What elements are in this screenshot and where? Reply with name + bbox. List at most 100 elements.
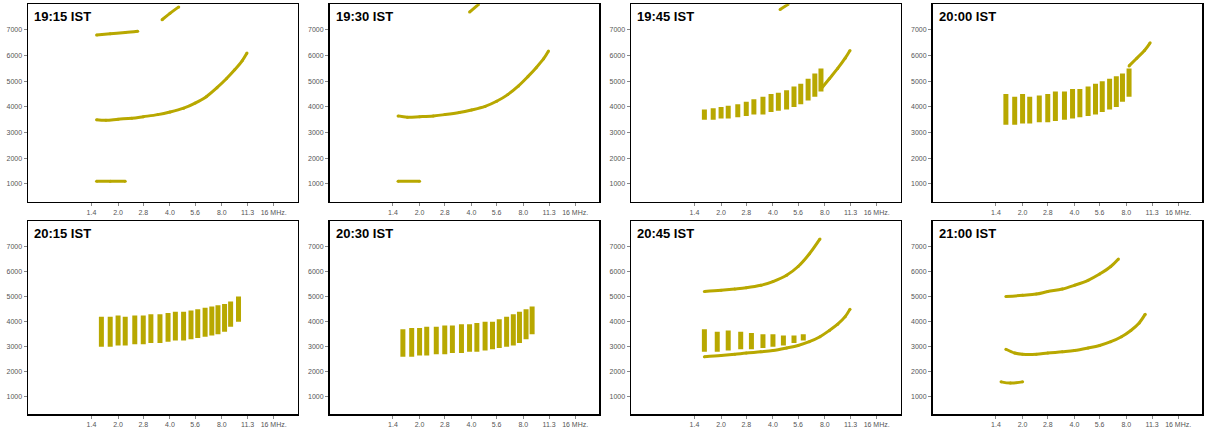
svg-text:2.8: 2.8 <box>741 209 751 216</box>
svg-text:4.0: 4.0 <box>1070 421 1080 428</box>
svg-text:16 MHz.: 16 MHz. <box>864 209 890 216</box>
svg-text:4.0: 4.0 <box>467 209 477 216</box>
svg-text:8.0: 8.0 <box>1121 421 1131 428</box>
svg-text:5.6: 5.6 <box>190 209 200 216</box>
svg-text:1.4: 1.4 <box>690 421 700 428</box>
svg-text:5.6: 5.6 <box>492 421 502 428</box>
svg-text:7000: 7000 <box>610 243 626 250</box>
svg-text:2000: 2000 <box>308 368 324 375</box>
svg-text:2000: 2000 <box>7 368 23 375</box>
svg-text:2.8: 2.8 <box>138 421 148 428</box>
svg-text:7000: 7000 <box>308 26 324 33</box>
svg-text:1.4: 1.4 <box>991 209 1001 216</box>
svg-text:1000: 1000 <box>911 180 927 187</box>
svg-text:1000: 1000 <box>610 393 626 400</box>
svg-text:5000: 5000 <box>308 78 324 85</box>
svg-text:16 MHz.: 16 MHz. <box>562 421 588 428</box>
svg-text:5000: 5000 <box>911 78 927 85</box>
svg-text:2000: 2000 <box>911 368 927 375</box>
svg-text:11.3: 11.3 <box>1146 209 1159 216</box>
svg-text:5.6: 5.6 <box>492 209 502 216</box>
svg-text:5000: 5000 <box>911 293 927 300</box>
svg-text:2.0: 2.0 <box>716 421 726 428</box>
svg-text:7000: 7000 <box>308 243 324 250</box>
svg-text:5000: 5000 <box>610 293 626 300</box>
svg-text:20:15 IST: 20:15 IST <box>34 226 91 241</box>
svg-text:1000: 1000 <box>7 393 23 400</box>
svg-text:8.0: 8.0 <box>820 421 830 428</box>
svg-text:1000: 1000 <box>7 180 23 187</box>
svg-text:4.0: 4.0 <box>165 421 175 428</box>
svg-text:19:45 IST: 19:45 IST <box>637 9 694 24</box>
svg-text:2.8: 2.8 <box>138 209 148 216</box>
svg-text:6000: 6000 <box>610 268 626 275</box>
svg-text:7000: 7000 <box>610 26 626 33</box>
svg-text:3000: 3000 <box>7 343 23 350</box>
svg-text:11.3: 11.3 <box>844 209 857 216</box>
svg-text:2.0: 2.0 <box>113 421 123 428</box>
svg-text:8.0: 8.0 <box>518 209 528 216</box>
svg-text:3000: 3000 <box>610 343 626 350</box>
svg-text:3000: 3000 <box>911 129 927 136</box>
svg-text:2.8: 2.8 <box>741 421 751 428</box>
svg-text:8.0: 8.0 <box>518 421 528 428</box>
svg-text:6000: 6000 <box>7 268 23 275</box>
svg-text:2.0: 2.0 <box>1018 209 1028 216</box>
svg-text:1000: 1000 <box>308 393 324 400</box>
svg-text:4.0: 4.0 <box>165 209 175 216</box>
svg-text:4.0: 4.0 <box>467 421 477 428</box>
svg-text:5000: 5000 <box>7 78 23 85</box>
svg-text:8.0: 8.0 <box>217 209 227 216</box>
svg-text:11.3: 11.3 <box>241 209 254 216</box>
svg-text:6000: 6000 <box>7 52 23 59</box>
svg-text:2.0: 2.0 <box>415 421 425 428</box>
svg-text:2000: 2000 <box>610 155 626 162</box>
svg-text:6000: 6000 <box>911 52 927 59</box>
svg-text:7000: 7000 <box>911 243 927 250</box>
svg-text:2000: 2000 <box>7 155 23 162</box>
svg-text:4.0: 4.0 <box>768 421 778 428</box>
svg-text:1.4: 1.4 <box>87 421 97 428</box>
svg-text:1.4: 1.4 <box>388 209 398 216</box>
svg-text:19:15 IST: 19:15 IST <box>34 9 91 24</box>
svg-text:4.0: 4.0 <box>768 209 778 216</box>
svg-text:2.0: 2.0 <box>1018 421 1028 428</box>
svg-text:16 MHz.: 16 MHz. <box>1165 209 1191 216</box>
svg-text:2000: 2000 <box>911 155 927 162</box>
svg-text:11.3: 11.3 <box>241 421 254 428</box>
svg-text:6000: 6000 <box>610 52 626 59</box>
svg-text:5000: 5000 <box>610 78 626 85</box>
svg-text:1000: 1000 <box>911 393 927 400</box>
svg-text:5000: 5000 <box>308 293 324 300</box>
svg-text:2000: 2000 <box>308 155 324 162</box>
svg-text:20:00 IST: 20:00 IST <box>939 9 996 24</box>
svg-text:21:00 IST: 21:00 IST <box>939 226 996 241</box>
svg-text:1000: 1000 <box>308 180 324 187</box>
svg-text:2.0: 2.0 <box>113 209 123 216</box>
svg-text:1000: 1000 <box>610 180 626 187</box>
svg-text:5.6: 5.6 <box>190 421 200 428</box>
svg-text:2.8: 2.8 <box>440 209 450 216</box>
svg-text:4000: 4000 <box>7 318 23 325</box>
svg-text:4000: 4000 <box>610 318 626 325</box>
svg-text:3000: 3000 <box>911 343 927 350</box>
svg-text:4000: 4000 <box>7 103 23 110</box>
svg-text:6000: 6000 <box>308 268 324 275</box>
svg-text:16 MHz.: 16 MHz. <box>261 209 287 216</box>
svg-text:3000: 3000 <box>7 129 23 136</box>
svg-text:2.0: 2.0 <box>716 209 726 216</box>
svg-text:4000: 4000 <box>911 103 927 110</box>
svg-text:19:30 IST: 19:30 IST <box>336 9 393 24</box>
svg-text:11.3: 11.3 <box>844 421 857 428</box>
svg-text:2000: 2000 <box>610 368 626 375</box>
svg-text:2.0: 2.0 <box>415 209 425 216</box>
svg-text:8.0: 8.0 <box>820 209 830 216</box>
svg-text:4000: 4000 <box>610 103 626 110</box>
svg-text:1.4: 1.4 <box>991 421 1001 428</box>
svg-text:5000: 5000 <box>7 293 23 300</box>
svg-text:2.8: 2.8 <box>440 421 450 428</box>
svg-text:3000: 3000 <box>308 129 324 136</box>
svg-text:7000: 7000 <box>911 26 927 33</box>
svg-text:3000: 3000 <box>308 343 324 350</box>
svg-text:2.8: 2.8 <box>1043 209 1053 216</box>
